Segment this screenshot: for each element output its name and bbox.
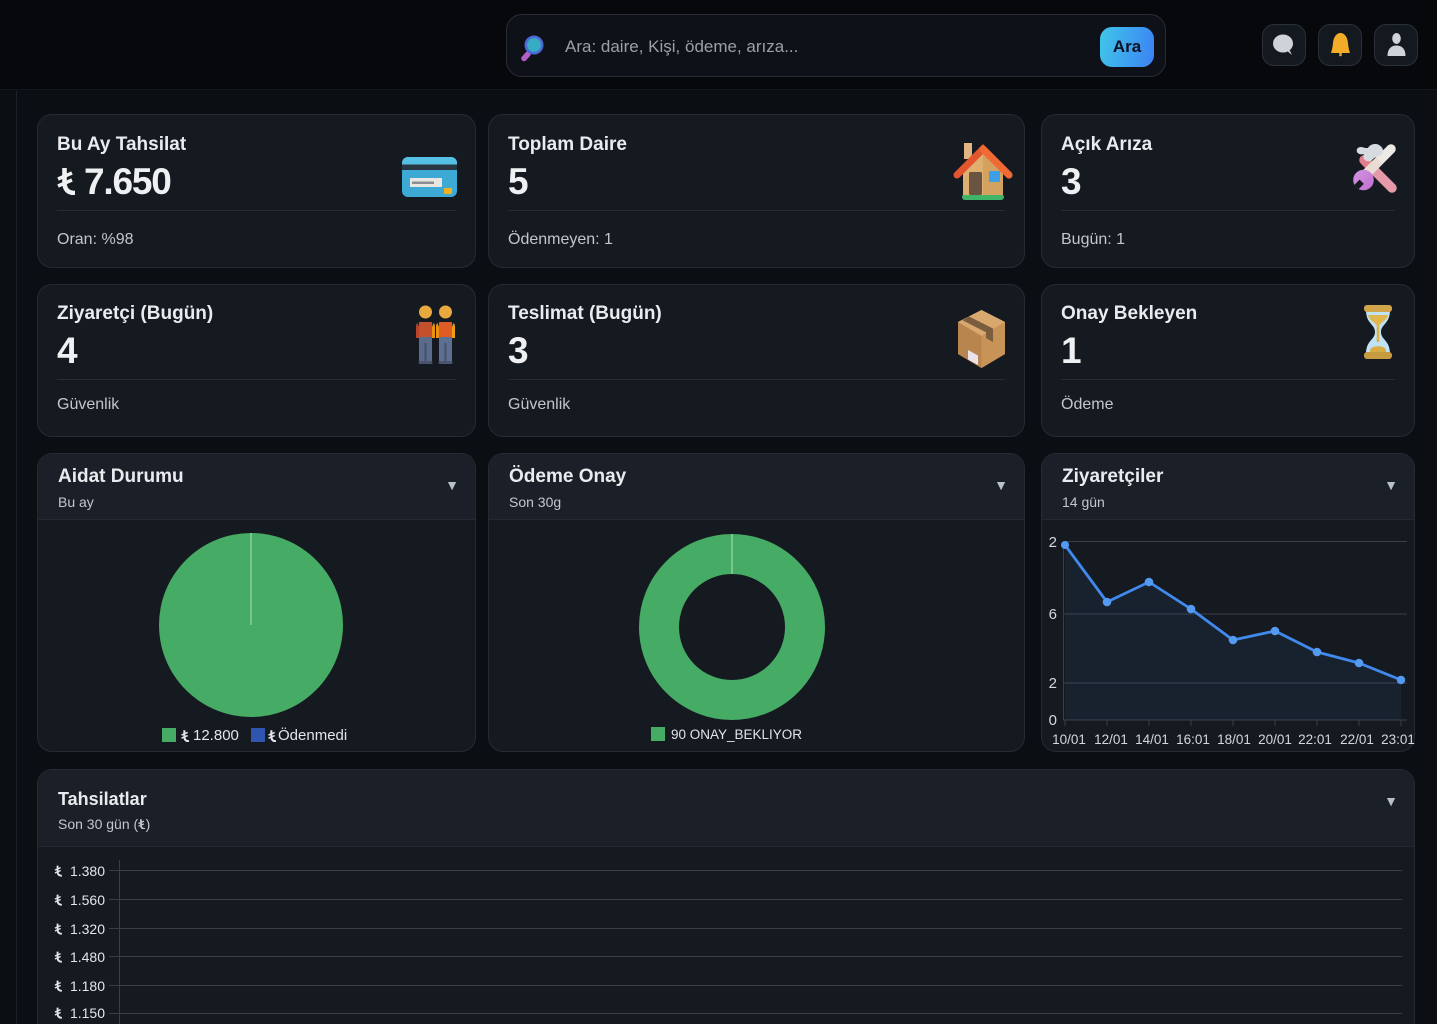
svg-text:1.180: 1.180 <box>70 978 105 994</box>
svg-text:18/01: 18/01 <box>1217 732 1251 747</box>
svg-text:10/01: 10/01 <box>1052 732 1086 747</box>
svg-text:1.380: 1.380 <box>70 863 105 879</box>
svg-text:6: 6 <box>1049 606 1057 623</box>
svg-text:1.320: 1.320 <box>70 921 105 937</box>
svg-text:20/01: 20/01 <box>1258 732 1292 747</box>
svg-text:2: 2 <box>1049 675 1057 692</box>
svg-text:14/01: 14/01 <box>1135 732 1169 747</box>
svg-text:1.150: 1.150 <box>70 1005 105 1021</box>
svg-text:23:01: 23:01 <box>1381 732 1415 747</box>
svg-text:1.560: 1.560 <box>70 892 105 908</box>
svg-text:2: 2 <box>1049 534 1057 551</box>
svg-text:12/01: 12/01 <box>1094 732 1128 747</box>
svg-text:0: 0 <box>1049 712 1057 729</box>
svg-text:22:01: 22:01 <box>1298 732 1332 747</box>
svg-text:22/01: 22/01 <box>1340 732 1374 747</box>
svg-text:16:01: 16:01 <box>1176 732 1210 747</box>
svg-text:1.480: 1.480 <box>70 949 105 965</box>
